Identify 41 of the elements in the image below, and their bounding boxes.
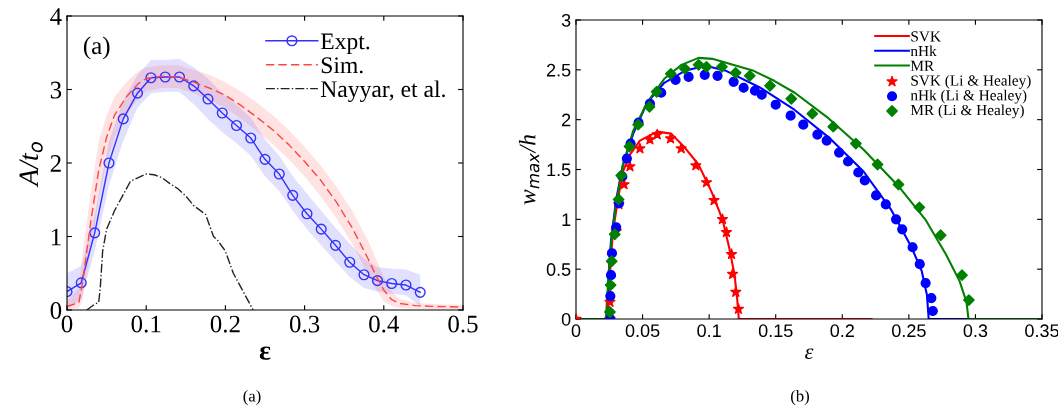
legend-label: Nayyar, et al. <box>320 80 445 102</box>
y-tick-label: 3 <box>561 13 571 27</box>
x-axis-title: ε <box>805 348 814 360</box>
legend-label: SVK <box>911 31 941 42</box>
legend-label: SVK (Li & Healey) <box>911 74 1031 89</box>
legend-label: MR (Li & Healey) <box>910 104 1024 119</box>
y-tick-label: 1 <box>562 213 571 226</box>
y-axis-title: w$_{max}$/h <box>518 135 540 205</box>
x-tick-label: 0.5 <box>448 315 478 333</box>
y-tick-label: 0 <box>50 302 62 319</box>
y-tick-label: 1.5 <box>547 163 571 177</box>
x-tick-label: 0.2 <box>210 315 240 333</box>
legend-label: Expt. <box>320 33 370 55</box>
x-tick-label: 0 <box>61 315 73 333</box>
x-tick-label: 0.25 <box>891 324 926 338</box>
y-tick-label: 3 <box>50 81 62 99</box>
x-tick-label: 0.4 <box>369 315 400 333</box>
x-tick-label: 0.2 <box>830 324 854 338</box>
y-tick-label: 4 <box>50 8 62 25</box>
y-tick-label: 2 <box>50 155 61 172</box>
legend-label: nHk (Li & Healey) <box>910 89 1027 104</box>
x-tick-label: 0.35 <box>1025 324 1058 338</box>
x-tick-label: 0.1 <box>697 324 721 338</box>
x-tick-label: 0.3 <box>963 324 988 338</box>
legend-label: MR <box>910 60 935 71</box>
legend-label: Sim. <box>321 57 363 74</box>
x-tick-label: 0 <box>571 324 581 338</box>
x-tick-label: 0.3 <box>289 315 320 333</box>
y-tick-label: 2.5 <box>546 63 571 77</box>
legend-label: nHk <box>910 45 937 57</box>
text: (a) <box>243 389 261 405</box>
y-tick-label: 2 <box>562 113 571 127</box>
x-tick-label: 0.1 <box>131 315 161 333</box>
y-tick-label: 0.5 <box>546 263 571 276</box>
x-axis-title: ε <box>259 346 271 360</box>
y-tick-label: 1 <box>51 228 61 246</box>
x-tick-label: 0.05 <box>625 324 660 338</box>
annotation: (a) <box>83 36 110 60</box>
x-tick-label: 0.15 <box>758 324 793 338</box>
text: (b) <box>791 389 809 405</box>
y-axis-title: A/t$_{o}$ <box>19 142 43 188</box>
